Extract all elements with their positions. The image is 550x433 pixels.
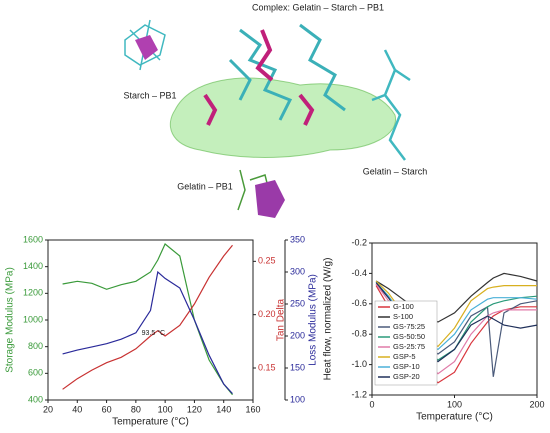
x-tick-label: 0 [369,399,374,409]
y-tick-label: -1.2 [351,389,367,399]
legend-label: GS-25:75 [393,342,425,351]
y-tick-label: -0.6 [351,298,367,308]
x-tick-label: 60 [102,404,112,414]
starch-pb1-ligand [135,35,158,60]
y-tick-label: 0.25 [258,256,276,266]
surface [169,77,396,158]
legend-label: GSP-5 [393,352,416,361]
y-tick-label: -1.0 [351,359,367,369]
plot-frame [47,239,254,401]
y-tick-label: 200 [290,330,305,340]
y-axis-label: Heat flow, normalized (W/g) [323,258,334,381]
gelatin-starch-sticks [371,49,411,161]
annotation: 93.5 °C [142,329,165,337]
y-tick-label: 150 [290,362,305,372]
y-tick-label: 0.20 [258,309,276,319]
x-tick-label: 40 [72,404,82,414]
y-tick-label: -0.8 [351,329,367,339]
y-tick-label: 1200 [23,288,43,298]
label: Complex: Gelatin – Starch – PB1 [252,2,384,12]
legend-label: GSP-10 [393,362,420,371]
legend-label: G-100 [393,302,414,311]
y-tick-label: 600 [28,368,43,378]
legend-label: GSP-20 [393,372,420,381]
x-axis-label: Temperature (°C) [416,412,493,423]
series-line [375,272,538,323]
y-tick-label: -0.4 [351,268,367,278]
pb1-sticks [203,29,315,126]
label: Gelatin – PB1 [177,181,233,191]
molecular-graphics: Complex: Gelatin – Starch – PB1 Starch –… [123,2,427,218]
y-tick-label: 0.15 [258,362,276,372]
y-tick-label: 800 [28,341,43,351]
y-tick-label: 1400 [23,261,43,271]
x-tick-label: 120 [187,404,202,414]
y-tick-label: 250 [290,298,305,308]
label: Gelatin – Starch [363,166,428,176]
y-axis-label: Tan Delta [276,298,287,341]
legend-label: GS-75:25 [393,322,425,331]
y-tick-label: 400 [28,394,43,404]
x-tick-label: 100 [158,404,173,414]
x-tick-label: 140 [216,404,231,414]
y-axis-label: Loss Modulus (MPa) [308,274,319,366]
legend-label: GS-50:50 [393,332,425,341]
y-tick-label: 1600 [23,234,43,244]
y-tick-label: -0.2 [351,237,367,247]
y-tick-label: 300 [290,266,305,276]
series-line [62,244,233,390]
y-axis-label: Storage Modulus (MPa) [5,267,16,373]
y-tick-label: 100 [290,394,305,404]
x-axis-label: Temperature (°C) [112,417,189,428]
complex-sticks [228,23,346,121]
gelatin-pb1-ligand [255,180,285,218]
x-tick-label: 100 [447,399,462,409]
y-tick-label: 1000 [23,314,43,324]
y-tick-label: 350 [290,234,305,244]
x-tick-label: 160 [245,404,260,414]
label: Starch – PB1 [123,90,176,100]
x-tick-label: 80 [131,404,141,414]
series-line [62,243,233,396]
x-tick-label: 20 [43,404,53,414]
series-line [62,270,233,395]
legend-label: S-100 [393,312,413,321]
x-tick-label: 200 [529,399,544,409]
legend-box [374,300,438,386]
